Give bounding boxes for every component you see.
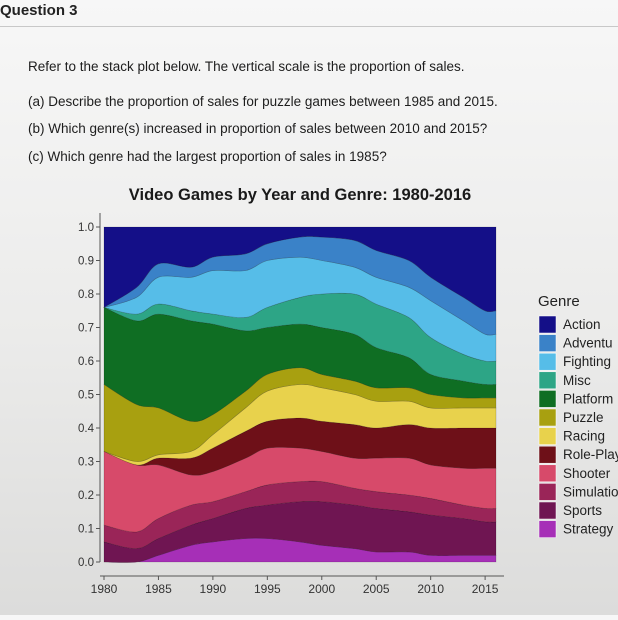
legend-label: Simulation bbox=[563, 484, 618, 499]
y-tick-label: 0.5 bbox=[78, 390, 94, 402]
legend-swatch-adventure bbox=[538, 334, 557, 352]
legend-swatch-role-play bbox=[538, 445, 557, 464]
legend-swatch-fighting bbox=[538, 352, 557, 371]
y-tick-label: 0.8 bbox=[78, 289, 94, 301]
legend-swatch-strategy bbox=[538, 520, 557, 538]
question-part-c: (c) Which genre had the largest proporti… bbox=[28, 149, 387, 164]
area-action bbox=[103, 226, 497, 313]
y-tick-label: 0.4 bbox=[78, 423, 95, 435]
stack-areas bbox=[102, 226, 497, 563]
y-tick-label: 0.1 bbox=[78, 524, 94, 536]
legend-swatch-shooter bbox=[538, 464, 557, 483]
legend-label: Fighting bbox=[563, 354, 611, 369]
chart-title: Video Games by Year and Genre: 1980-2016 bbox=[129, 186, 471, 204]
y-axis: 0.0 0.1 0.2 0.3 0.4 0.5 0.6 0.7 0.8 0.9 1.0 bbox=[78, 213, 101, 569]
question-prompt: Refer to the stack plot below. The verti… bbox=[28, 59, 465, 74]
legend-swatch-racing bbox=[538, 427, 557, 445]
y-tick-label: 1.0 bbox=[78, 222, 94, 234]
legend: Genre Action Adventu Fighting Misc Platform P… bbox=[538, 293, 618, 538]
legend-swatch-sports bbox=[538, 501, 557, 520]
legend-swatch-puzzle bbox=[538, 408, 557, 427]
legend-swatch-action bbox=[538, 315, 557, 334]
question-title: Question 3 bbox=[0, 2, 78, 19]
question-part-a: (a) Describe the proportion of sales for… bbox=[28, 94, 498, 109]
x-tick-label: 1990 bbox=[200, 582, 227, 596]
y-tick-label: 0.0 bbox=[78, 557, 94, 569]
legend-swatch-simulation bbox=[538, 483, 557, 501]
legend-swatch-platform bbox=[538, 390, 557, 408]
legend-label: Puzzle bbox=[563, 410, 604, 425]
x-tick-label: 2005 bbox=[363, 582, 390, 596]
x-tick-label: 1995 bbox=[254, 582, 281, 596]
x-tick-label: 1985 bbox=[145, 582, 172, 596]
x-axis: 1980 1985 1990 1995 2000 2005 2010 2015 bbox=[91, 575, 504, 596]
legend-label: Platform bbox=[563, 391, 613, 406]
legend-label: Strategy bbox=[563, 522, 614, 537]
legend-label: Action bbox=[563, 317, 601, 332]
y-tick-label: 0.3 bbox=[78, 457, 94, 469]
y-tick-label: 0.2 bbox=[78, 490, 94, 502]
x-tick-label: 2015 bbox=[472, 582, 499, 596]
x-tick-label: 2000 bbox=[308, 582, 335, 596]
question-part-b: (b) Which genre(s) increased in proporti… bbox=[28, 121, 488, 136]
legend-label: Misc bbox=[563, 373, 591, 388]
x-tick-label: 1980 bbox=[91, 582, 118, 596]
legend-label: Role-Play bbox=[563, 447, 618, 462]
legend-label: Racing bbox=[563, 429, 605, 444]
x-tick-label: 2010 bbox=[417, 582, 444, 596]
legend-swatch-misc bbox=[538, 371, 557, 390]
legend-label: Adventu bbox=[563, 336, 613, 351]
y-tick-label: 0.6 bbox=[78, 356, 94, 368]
y-tick-label: 0.9 bbox=[78, 256, 94, 268]
legend-label: Sports bbox=[563, 503, 602, 518]
legend-title: Genre bbox=[538, 293, 580, 310]
title-divider bbox=[0, 26, 618, 27]
legend-label: Shooter bbox=[563, 466, 611, 481]
y-tick-label: 0.7 bbox=[78, 323, 94, 335]
